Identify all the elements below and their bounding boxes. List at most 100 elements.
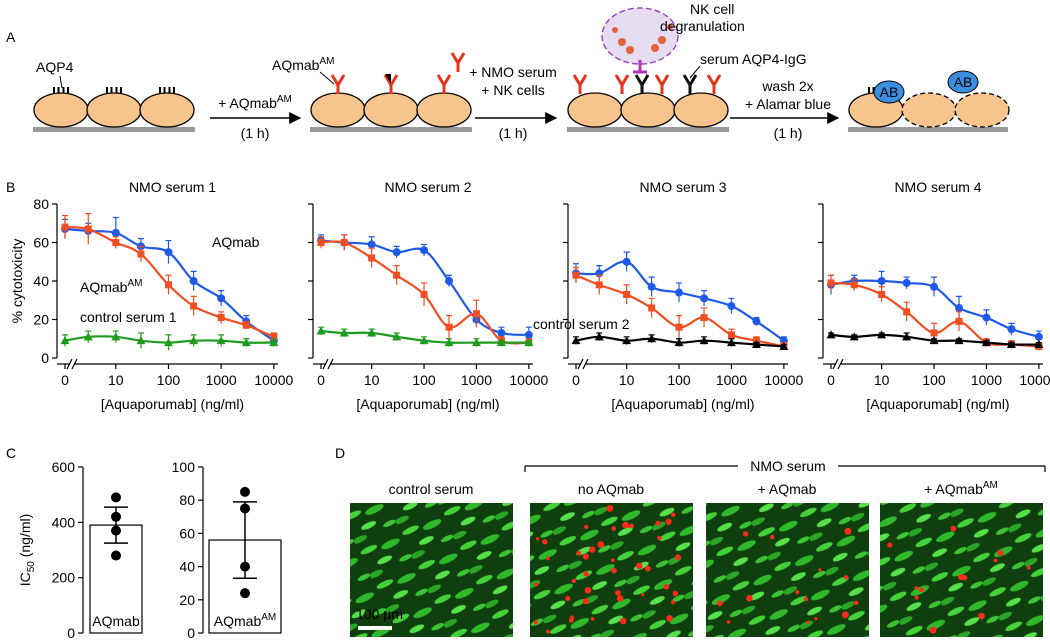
y-axis-label: IC50 (ng/ml)	[17, 514, 37, 587]
label: AB	[880, 84, 899, 100]
red-cell	[545, 556, 550, 561]
series-label-base: AQmab	[80, 279, 128, 295]
antibody	[654, 73, 670, 96]
point	[60, 336, 70, 345]
point	[877, 277, 886, 285]
scale-label: 100 µm	[356, 606, 403, 622]
y-axis-label-sub: 50	[26, 561, 37, 573]
x-tick-label: 100	[667, 372, 691, 388]
label-sup: AM	[319, 56, 334, 67]
red-cell	[746, 594, 753, 602]
label-base: AQmab	[272, 57, 320, 73]
red-cell	[674, 554, 681, 561]
point	[675, 323, 683, 331]
red-cell	[645, 565, 651, 572]
free-antibody	[450, 51, 466, 74]
y-tick-label: 200	[52, 570, 76, 586]
point	[1006, 340, 1016, 349]
point	[827, 279, 835, 287]
column-label-base: no AQmab	[578, 481, 644, 497]
antibody	[330, 73, 346, 96]
point	[217, 314, 225, 322]
point	[419, 336, 429, 345]
red-cell	[950, 525, 957, 532]
x-tick-label: 0	[572, 372, 580, 388]
point	[445, 277, 454, 285]
red-cell	[743, 531, 749, 537]
point	[954, 336, 964, 345]
dead-cell	[954, 92, 1010, 128]
point	[472, 310, 480, 318]
red-cell	[542, 539, 548, 545]
spacer	[385, 74, 397, 84]
point	[955, 317, 963, 325]
red-cell	[795, 590, 800, 595]
series-label-sup: AM	[127, 278, 142, 289]
pointer	[59, 75, 63, 89]
point	[496, 338, 506, 347]
red-cell	[803, 596, 809, 602]
point	[622, 257, 631, 266]
x-tick-label: 10000	[509, 372, 548, 388]
point	[111, 525, 121, 536]
series-label-base: control serum 2	[533, 316, 630, 332]
substrate	[310, 127, 472, 132]
x-tick-label: 10	[874, 372, 890, 388]
x-tick-label: 0	[827, 372, 835, 388]
column-label: + AQmabAM	[924, 480, 998, 497]
red-cell	[589, 546, 596, 553]
red-cell	[583, 571, 589, 577]
red-cell	[962, 575, 968, 581]
panel-a-diagram	[33, 7, 1010, 132]
point	[111, 332, 121, 341]
red-cell	[533, 620, 539, 625]
point	[189, 336, 199, 345]
y-tick-label: 100	[172, 459, 196, 475]
step-label: wash 2x	[761, 78, 813, 94]
red-cell	[769, 534, 775, 540]
antibody	[572, 73, 588, 96]
category-label-sup: AM	[261, 612, 276, 623]
point	[647, 282, 656, 291]
red-cell	[672, 590, 679, 597]
point	[571, 336, 581, 345]
point	[826, 330, 836, 339]
y-tick-label: 40	[33, 273, 49, 289]
micrograph	[350, 503, 513, 637]
point	[137, 250, 145, 258]
fit-line	[320, 239, 529, 336]
red-cell	[844, 527, 852, 535]
y-tick-label: 60	[33, 235, 49, 251]
y-tick-label: 0	[41, 350, 49, 366]
red-cell	[610, 558, 615, 563]
cell	[416, 92, 472, 128]
x-axis-label: [Aquaporumab] (ng/ml)	[356, 396, 499, 412]
red-cell	[841, 611, 849, 619]
point	[595, 281, 603, 289]
alamar-blue	[873, 80, 905, 104]
point	[111, 228, 120, 237]
pointer	[689, 65, 701, 79]
point	[270, 333, 278, 341]
red-cell	[535, 537, 540, 541]
cell	[363, 92, 419, 128]
point	[445, 323, 453, 331]
x-tick-label: 0	[317, 372, 325, 388]
micrograph	[880, 503, 1043, 637]
red-cell	[622, 521, 629, 529]
cell	[673, 92, 729, 128]
red-cell	[590, 617, 595, 621]
point	[240, 503, 250, 514]
step-label: + Alamar blue	[745, 96, 831, 112]
red-cell	[534, 582, 539, 587]
point	[164, 281, 172, 289]
point	[929, 336, 939, 345]
red-cell	[584, 587, 592, 594]
red-cell	[629, 523, 634, 529]
x-tick-label: 10000	[764, 372, 803, 388]
axis-break	[577, 358, 589, 370]
dead-cell	[901, 92, 957, 128]
x-tick-label: 1000	[971, 372, 1002, 388]
red-cell	[569, 615, 574, 620]
x-tick-label: 0	[61, 372, 69, 388]
